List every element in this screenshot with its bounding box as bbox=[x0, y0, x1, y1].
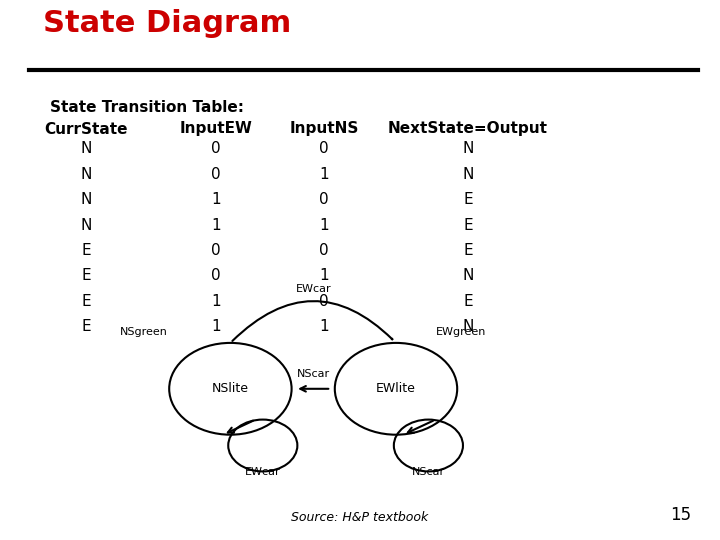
Text: State Diagram: State Diagram bbox=[43, 9, 292, 38]
Text: E: E bbox=[463, 192, 473, 207]
Text: 0: 0 bbox=[211, 167, 221, 182]
FancyArrowPatch shape bbox=[233, 301, 392, 341]
Text: 1: 1 bbox=[211, 192, 221, 207]
Text: E: E bbox=[463, 243, 473, 258]
Text: E: E bbox=[81, 294, 91, 309]
Text: N: N bbox=[81, 192, 92, 207]
Text: 0: 0 bbox=[319, 192, 329, 207]
Text: E: E bbox=[463, 218, 473, 233]
Text: 15: 15 bbox=[670, 506, 691, 524]
Text: 0: 0 bbox=[211, 141, 221, 157]
Text: N: N bbox=[462, 319, 474, 334]
Text: E: E bbox=[463, 294, 473, 309]
Text: N: N bbox=[81, 141, 92, 157]
Text: State Transition Table:: State Transition Table: bbox=[50, 100, 244, 115]
Text: NScar: NScar bbox=[412, 467, 445, 477]
Text: 1: 1 bbox=[319, 167, 329, 182]
Text: NextState=Output: NextState=Output bbox=[388, 122, 548, 137]
Text: N: N bbox=[81, 218, 92, 233]
Text: 1: 1 bbox=[211, 294, 221, 309]
Text: 1: 1 bbox=[319, 319, 329, 334]
Text: 1: 1 bbox=[211, 218, 221, 233]
Text: InputEW: InputEW bbox=[179, 122, 253, 137]
Text: Source: H&P textbook: Source: H&P textbook bbox=[292, 511, 428, 524]
Text: 0: 0 bbox=[211, 243, 221, 258]
Text: E: E bbox=[81, 268, 91, 284]
Text: 1: 1 bbox=[211, 319, 221, 334]
Text: EWcar: EWcar bbox=[295, 284, 331, 294]
Text: N: N bbox=[462, 167, 474, 182]
Text: EWgreen: EWgreen bbox=[436, 327, 486, 337]
Text: InputNS: InputNS bbox=[289, 122, 359, 137]
Text: 0: 0 bbox=[211, 268, 221, 284]
Text: 1: 1 bbox=[319, 218, 329, 233]
Text: NScar: NScar bbox=[297, 369, 330, 379]
Text: 0: 0 bbox=[319, 141, 329, 157]
Text: E: E bbox=[81, 319, 91, 334]
Text: CurrState: CurrState bbox=[45, 122, 128, 137]
Text: 1: 1 bbox=[319, 268, 329, 284]
Text: NSgreen: NSgreen bbox=[120, 327, 168, 337]
Text: N: N bbox=[462, 268, 474, 284]
Text: NSlite: NSlite bbox=[212, 382, 249, 395]
Text: E: E bbox=[81, 243, 91, 258]
Text: EWlite: EWlite bbox=[376, 382, 416, 395]
Text: EWcar: EWcar bbox=[245, 467, 281, 477]
Text: N: N bbox=[81, 167, 92, 182]
Text: N: N bbox=[462, 141, 474, 157]
Text: 0: 0 bbox=[319, 243, 329, 258]
Text: 0: 0 bbox=[319, 294, 329, 309]
